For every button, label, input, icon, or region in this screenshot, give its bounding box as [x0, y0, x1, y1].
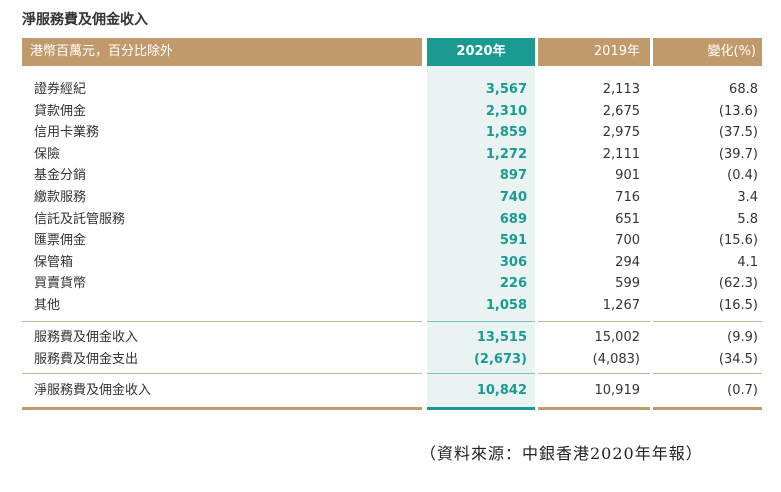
separator-total-label: [22, 373, 422, 374]
value-2019: 15,002: [594, 330, 641, 345]
value-2019: (4,083): [592, 351, 640, 367]
separator-change: [653, 321, 762, 322]
value-change: (0.4): [727, 168, 758, 184]
row-label: 基金分銷: [34, 168, 87, 184]
value-2020: 13,515: [476, 330, 527, 345]
total-label: 淨服務費及佣金收入: [34, 383, 152, 398]
value-change: 3.4: [737, 190, 758, 205]
value-2020: 740: [499, 190, 527, 205]
row-label: 貸款佣金: [34, 103, 87, 119]
value-2019: 2,675: [602, 103, 640, 119]
table-title: 淨服務費及佣金收入: [22, 12, 148, 28]
row-label: 信用卡業務: [34, 125, 100, 141]
value-change: (62.3): [718, 276, 758, 292]
value-2019: 294: [615, 254, 640, 270]
table-row: 保險 1,272 2,111 (39.7): [0, 144, 781, 165]
value-change: 5.8: [737, 211, 758, 227]
table-row: 證券經紀 3,567 2,113 68.8: [0, 79, 781, 100]
row-label: 保管箱: [34, 254, 74, 270]
total-row: 淨服務費及佣金收入 10,842 10,919 (0.7): [0, 380, 781, 401]
value-2019: 2,113: [602, 82, 640, 97]
source-note: （資料來源：中銀香港2020年年報）: [420, 444, 703, 463]
table-row: 繳款服務 740 716 3.4: [0, 187, 781, 208]
total-change: (0.7): [727, 383, 758, 398]
table-row: 買賣貨幣 226 599 (62.3): [0, 273, 781, 294]
table-row: 基金分銷 897 901 (0.4): [0, 165, 781, 186]
value-2019: 700: [615, 233, 640, 249]
row-label: 買賣貨幣: [34, 276, 87, 292]
bottom-rule-change: [653, 407, 762, 410]
value-change: (9.9): [727, 330, 758, 345]
value-2020: 226: [499, 276, 527, 292]
value-change: 68.8: [729, 82, 758, 97]
separator-total-2020: [427, 373, 535, 374]
bottom-rule-2020: [427, 407, 535, 410]
value-change: (37.5): [718, 125, 758, 141]
value-2019: 599: [615, 276, 640, 292]
bottom-rule-label: [22, 407, 422, 410]
separator-label: [22, 321, 422, 322]
row-label: 證券經紀: [34, 82, 87, 97]
separator-total-change: [653, 373, 762, 374]
table-row: 服務費及佣金收入 13,515 15,002 (9.9): [0, 327, 781, 348]
row-label: 繳款服務: [34, 190, 87, 205]
value-2020: 2,310: [485, 103, 527, 119]
table-row: 其他 1,058 1,267 (16.5): [0, 295, 781, 316]
value-2020: 591: [499, 233, 527, 249]
value-2019: 901: [615, 168, 640, 184]
table-row: 貸款佣金 2,310 2,675 (13.6): [0, 101, 781, 122]
value-change: (16.5): [718, 298, 758, 313]
header-change: 變化(%): [653, 38, 762, 66]
table-row: 信託及託管服務 689 651 5.8: [0, 209, 781, 230]
value-change: (39.7): [718, 146, 758, 162]
value-2020: 1,859: [485, 125, 527, 141]
value-2019: 1,267: [602, 298, 640, 313]
bottom-rule-2019: [538, 407, 650, 410]
value-change: (15.6): [718, 233, 758, 249]
row-label: 服務費及佣金支出: [34, 351, 139, 367]
value-2020: 689: [499, 211, 527, 227]
col-2020-highlight: [427, 66, 535, 407]
value-2020: 1,058: [485, 298, 527, 313]
table-row: 保管箱 306 294 4.1: [0, 252, 781, 273]
value-2019: 651: [615, 211, 640, 227]
total-2020: 10,842: [476, 383, 527, 398]
table-row: 服務費及佣金支出 (2,673) (4,083) (34.5): [0, 349, 781, 370]
header-label: 港幣百萬元，百分比除外: [22, 38, 422, 66]
row-label: 其他: [34, 298, 61, 313]
row-label: 保險: [34, 146, 61, 162]
separator-total-2019: [538, 373, 650, 374]
table-row: 信用卡業務 1,859 2,975 (37.5): [0, 122, 781, 143]
separator-2020: [427, 321, 535, 322]
total-2019: 10,919: [594, 383, 641, 398]
header-2019: 2019年: [538, 38, 650, 66]
header-2020: 2020年: [427, 38, 535, 66]
value-2020: (2,673): [473, 351, 527, 367]
value-2020: 3,567: [485, 82, 527, 97]
row-label: 服務費及佣金收入: [34, 330, 139, 345]
row-label: 匯票佣金: [34, 233, 87, 249]
value-change: 4.1: [737, 254, 758, 270]
value-2020: 1,272: [485, 146, 527, 162]
value-2019: 2,111: [602, 146, 640, 162]
value-2020: 897: [499, 168, 527, 184]
value-change: (34.5): [718, 351, 758, 367]
value-change: (13.6): [718, 103, 758, 119]
table-row: 匯票佣金 591 700 (15.6): [0, 230, 781, 251]
row-label: 信託及託管服務: [34, 211, 126, 227]
value-2019: 716: [615, 190, 640, 205]
value-2019: 2,975: [602, 125, 640, 141]
separator-2019: [538, 321, 650, 322]
value-2020: 306: [499, 254, 527, 270]
